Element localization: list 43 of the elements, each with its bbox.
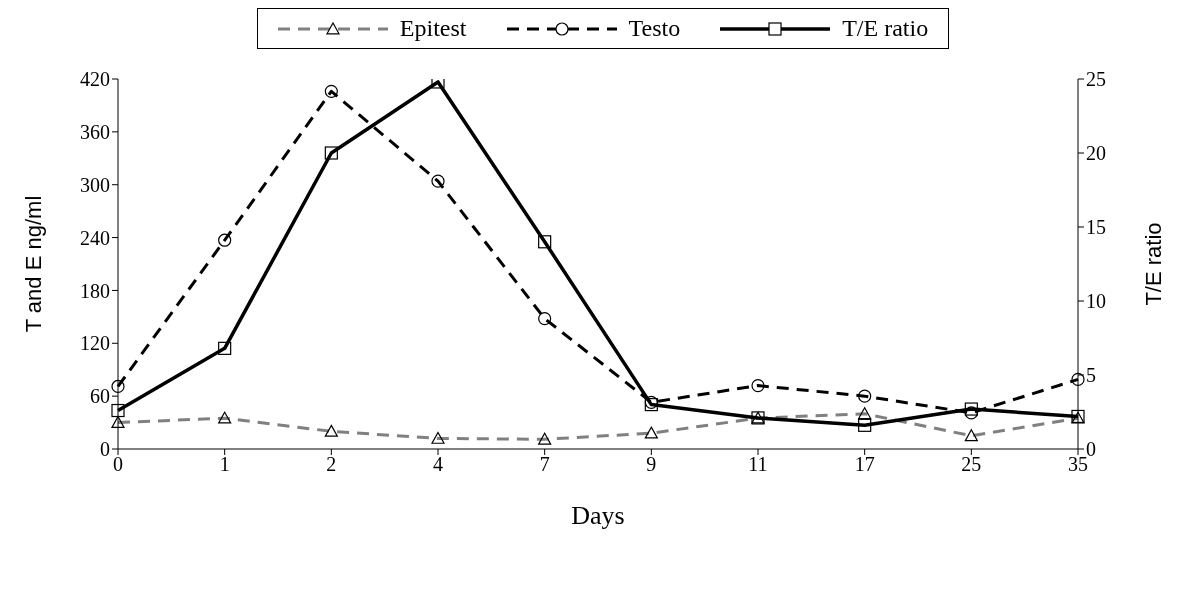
legend-label: Testo — [628, 15, 681, 42]
y-tick-label: 180 — [80, 279, 110, 302]
y2-axis-title: T/E ratio — [1140, 222, 1166, 306]
y2-tick-label: 0 — [1086, 438, 1096, 461]
y-tick-label: 60 — [90, 385, 110, 408]
point — [324, 84, 338, 98]
x-tick-label: 9 — [646, 453, 657, 476]
x-tick-label: 35 — [1068, 453, 1088, 476]
y-tick-label: 0 — [100, 438, 110, 461]
x-tick-label: 2 — [326, 453, 337, 476]
x-tick-label: 1 — [219, 453, 230, 476]
point — [431, 174, 445, 188]
x-tick-label: 17 — [854, 453, 875, 476]
point — [538, 312, 552, 326]
y2-tick-label: 5 — [1086, 364, 1096, 387]
point — [111, 403, 125, 418]
point — [111, 379, 125, 394]
point — [1071, 372, 1085, 387]
point — [858, 389, 872, 403]
point — [218, 233, 232, 247]
point — [964, 402, 978, 416]
point — [324, 146, 338, 160]
legend-label: T/E ratio — [842, 15, 929, 42]
x-tick-label: 7 — [539, 453, 550, 476]
legend-label: Epitest — [399, 15, 467, 42]
x-tick-label: 4 — [433, 453, 443, 476]
y2-tick-label: 10 — [1086, 290, 1106, 313]
point — [218, 341, 232, 355]
y-tick-label: 240 — [80, 226, 110, 249]
y2-tick-label: 25 — [1086, 68, 1106, 91]
x-tick-label: 11 — [748, 453, 768, 476]
point — [858, 418, 872, 432]
point — [751, 378, 765, 393]
y-tick-label: 360 — [80, 120, 110, 143]
y2-tick-label: 15 — [1086, 216, 1106, 239]
y2-tick-label: 20 — [1086, 142, 1106, 165]
y-tick-label: 120 — [80, 332, 110, 355]
y-tick-label: 300 — [80, 173, 110, 196]
y-axis-title: T and E ng/ml — [20, 195, 46, 333]
x-tick-label: 25 — [961, 453, 982, 476]
y-tick-label: 420 — [80, 68, 110, 91]
point — [538, 235, 552, 249]
x-axis-title: Days — [571, 501, 625, 530]
